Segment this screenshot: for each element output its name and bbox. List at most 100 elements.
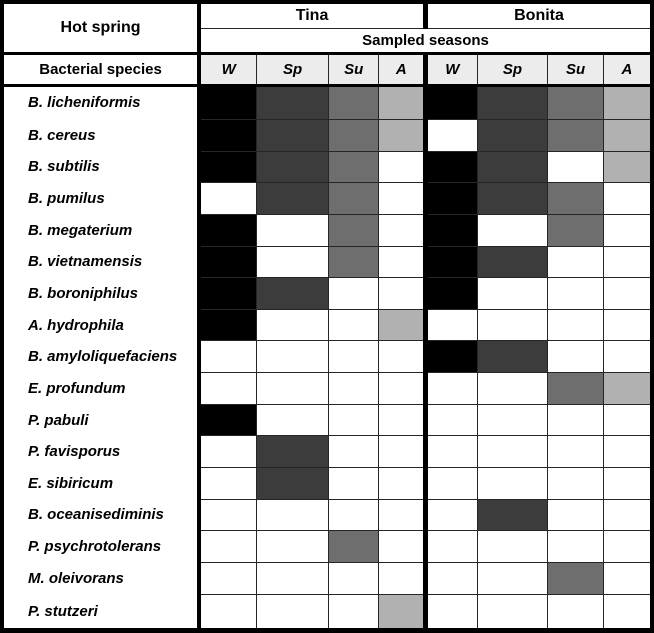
heatmap-cell-tina-w: [198, 466, 258, 500]
heatmap-cell-tina-w: [198, 213, 258, 247]
heatmap-cell-bonita-w: [425, 498, 478, 532]
heatmap-cell-bonita-sp: [476, 150, 549, 184]
heatmap-cell-bonita-a: [602, 213, 653, 247]
heatmap-cell-tina-su: [327, 498, 380, 532]
heatmap-cell-bonita-a: [602, 182, 653, 215]
heatmap-cell-tina-su: [327, 340, 380, 374]
species-label: B. subtilis: [2, 151, 202, 183]
heatmap-cell-tina-a: [378, 403, 428, 437]
heatmap-cell-tina-a: [378, 435, 428, 468]
heatmap-cell-bonita-a: [602, 277, 653, 310]
table-row: A. hydrophila: [2, 308, 653, 342]
season-header-bonita-a: A: [602, 52, 653, 87]
heatmap-cell-bonita-a: [602, 118, 653, 152]
heatmap-cell-bonita-sp: [476, 84, 549, 120]
table-row: B. licheniformis: [2, 84, 653, 120]
heatmap-cell-tina-sp: [256, 435, 329, 468]
heatmap-cell-tina-sp: [256, 150, 329, 184]
table-row: E. sibiricum: [2, 466, 653, 500]
heatmap-cell-tina-su: [327, 84, 380, 120]
heatmap-cell-tina-a: [378, 498, 428, 532]
heatmap-cell-tina-su: [327, 245, 380, 279]
species-label: B. licheniformis: [2, 85, 202, 120]
heatmap-cell-tina-su: [327, 213, 380, 247]
heatmap-cell-tina-w: [198, 403, 258, 437]
heatmap-cell-bonita-su: [547, 561, 604, 595]
heatmap-cell-tina-su: [327, 530, 380, 563]
heatmap-cell-bonita-su: [547, 118, 604, 152]
heatmap-cell-tina-su: [327, 150, 380, 184]
heatmap-cell-bonita-w: [425, 245, 478, 279]
heatmap-cell-tina-sp: [256, 340, 329, 374]
heatmap-cell-bonita-sp: [476, 403, 549, 437]
heatmap-cell-tina-a: [378, 372, 428, 405]
table-row: P. stutzeri: [2, 593, 653, 632]
heatmap-cell-bonita-w: [425, 561, 478, 595]
table-row: B. cereus: [2, 118, 653, 152]
bacterial-species-header: Bacterial species: [2, 53, 202, 87]
heatmap-cell-bonita-a: [602, 435, 653, 468]
table-row: B. boroniphilus: [2, 277, 653, 310]
table-row: B. oceanisediminis: [2, 498, 653, 532]
species-label: B. vietnamensis: [2, 246, 202, 278]
subheader-row: Sampled seasons: [2, 28, 652, 55]
heatmap-cell-bonita-a: [602, 498, 653, 532]
heatmap-cell-tina-w: [198, 435, 258, 468]
heatmap-cell-tina-sp: [256, 118, 329, 152]
heatmap-cell-tina-su: [327, 118, 380, 152]
table-row: B. pumilus: [2, 182, 653, 215]
heatmap-cell-bonita-sp: [476, 593, 549, 632]
heatmap-cell-tina-a: [378, 277, 428, 310]
season-header-tina-w: W: [198, 52, 258, 87]
species-label: P. stutzeri: [2, 594, 202, 631]
heatmap-body: B. licheniformis B. cereus B. subtilis B. p…: [2, 84, 653, 632]
heatmap-cell-tina-a: [378, 466, 428, 500]
table-row: P. pabuli: [2, 403, 653, 437]
heatmap-cell-bonita-w: [425, 435, 478, 468]
heatmap-cell-tina-a: [378, 561, 428, 595]
group-header-row: Hot spring Tina Bonita: [2, 2, 652, 55]
season-header-bonita-w: W: [425, 52, 478, 87]
heatmap-cell-bonita-sp: [476, 340, 549, 374]
heatmap-cell-bonita-sp: [476, 308, 549, 342]
heatmap-cell-tina-w: [198, 277, 258, 310]
heatmap-cell-bonita-w: [425, 182, 478, 215]
heatmap-cell-bonita-sp: [476, 466, 549, 500]
heatmap-cell-tina-sp: [256, 530, 329, 563]
species-label: E. sibiricum: [2, 467, 202, 500]
heatmap-cell-bonita-su: [547, 277, 604, 310]
heatmap-cell-tina-w: [198, 340, 258, 374]
heatmap-cell-tina-w: [198, 118, 258, 152]
heatmap-cell-bonita-sp: [476, 498, 549, 532]
heatmap-cell-tina-sp: [256, 182, 329, 215]
heatmap-cell-bonita-sp: [476, 213, 549, 247]
table-row: B. megaterium: [2, 213, 653, 247]
heatmap-cell-tina-su: [327, 372, 380, 405]
heatmap-cell-bonita-a: [602, 593, 653, 632]
heatmap-cell-bonita-su: [547, 498, 604, 532]
heatmap-cell-tina-a: [378, 150, 428, 184]
heatmap-cell-tina-su: [327, 308, 380, 342]
heatmap-cell-tina-a: [378, 84, 428, 120]
heatmap-cell-bonita-a: [602, 530, 653, 563]
species-label: B. amyloliquefaciens: [2, 340, 202, 373]
heatmap-cell-bonita-a: [602, 84, 653, 120]
heatmap-cell-bonita-sp: [476, 277, 549, 310]
heatmap-cell-bonita-su: [547, 466, 604, 500]
heatmap-cell-bonita-su: [547, 593, 604, 632]
table-row: M. oleivorans: [2, 561, 653, 595]
heatmap-cell-tina-su: [327, 561, 380, 595]
heatmap-cell-bonita-su: [547, 150, 604, 184]
heatmap-cell-tina-a: [378, 245, 428, 279]
heatmap-cell-tina-w: [198, 245, 258, 279]
heatmap-cell-tina-su: [327, 277, 380, 310]
heatmap-cell-tina-w: [198, 372, 258, 405]
heatmap-cell-bonita-sp: [476, 118, 549, 152]
heatmap-cell-tina-sp: [256, 593, 329, 632]
species-label: E. profundum: [2, 372, 202, 405]
heatmap-cell-tina-w: [198, 561, 258, 595]
season-header-bonita-su: Su: [547, 52, 604, 87]
heatmap-cell-bonita-w: [425, 530, 478, 563]
